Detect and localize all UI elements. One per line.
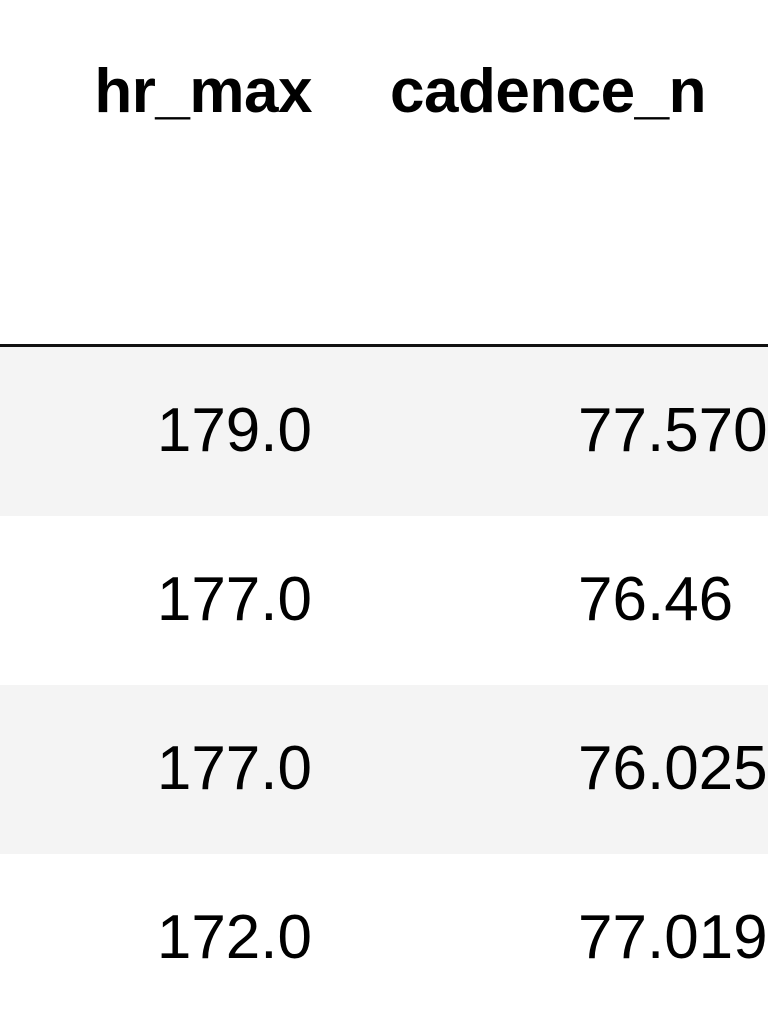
cell-hr-max: 179.0	[156, 396, 312, 465]
table-row: 177.0 76.46	[0, 516, 768, 685]
cell-hr-max: 172.0	[156, 903, 312, 972]
table-row: 179.0 77.570	[0, 347, 768, 516]
cell-hr-max: 177.0	[156, 565, 312, 634]
table-row: 172.0 77.019	[0, 854, 768, 1023]
cell-cadence: 76.46	[578, 565, 734, 634]
column-header-hr-max: hr_max	[94, 57, 312, 126]
cell-cadence: 76.025	[578, 734, 768, 803]
cell-hr-max: 177.0	[156, 734, 312, 803]
table-header-row: hr_max cadence_n	[0, 0, 768, 347]
cell-cadence: 77.019	[578, 903, 768, 972]
column-header-cadence: cadence_n	[390, 57, 707, 126]
cell-cadence: 77.570	[578, 396, 768, 465]
table-row: 177.0 76.025	[0, 685, 768, 854]
